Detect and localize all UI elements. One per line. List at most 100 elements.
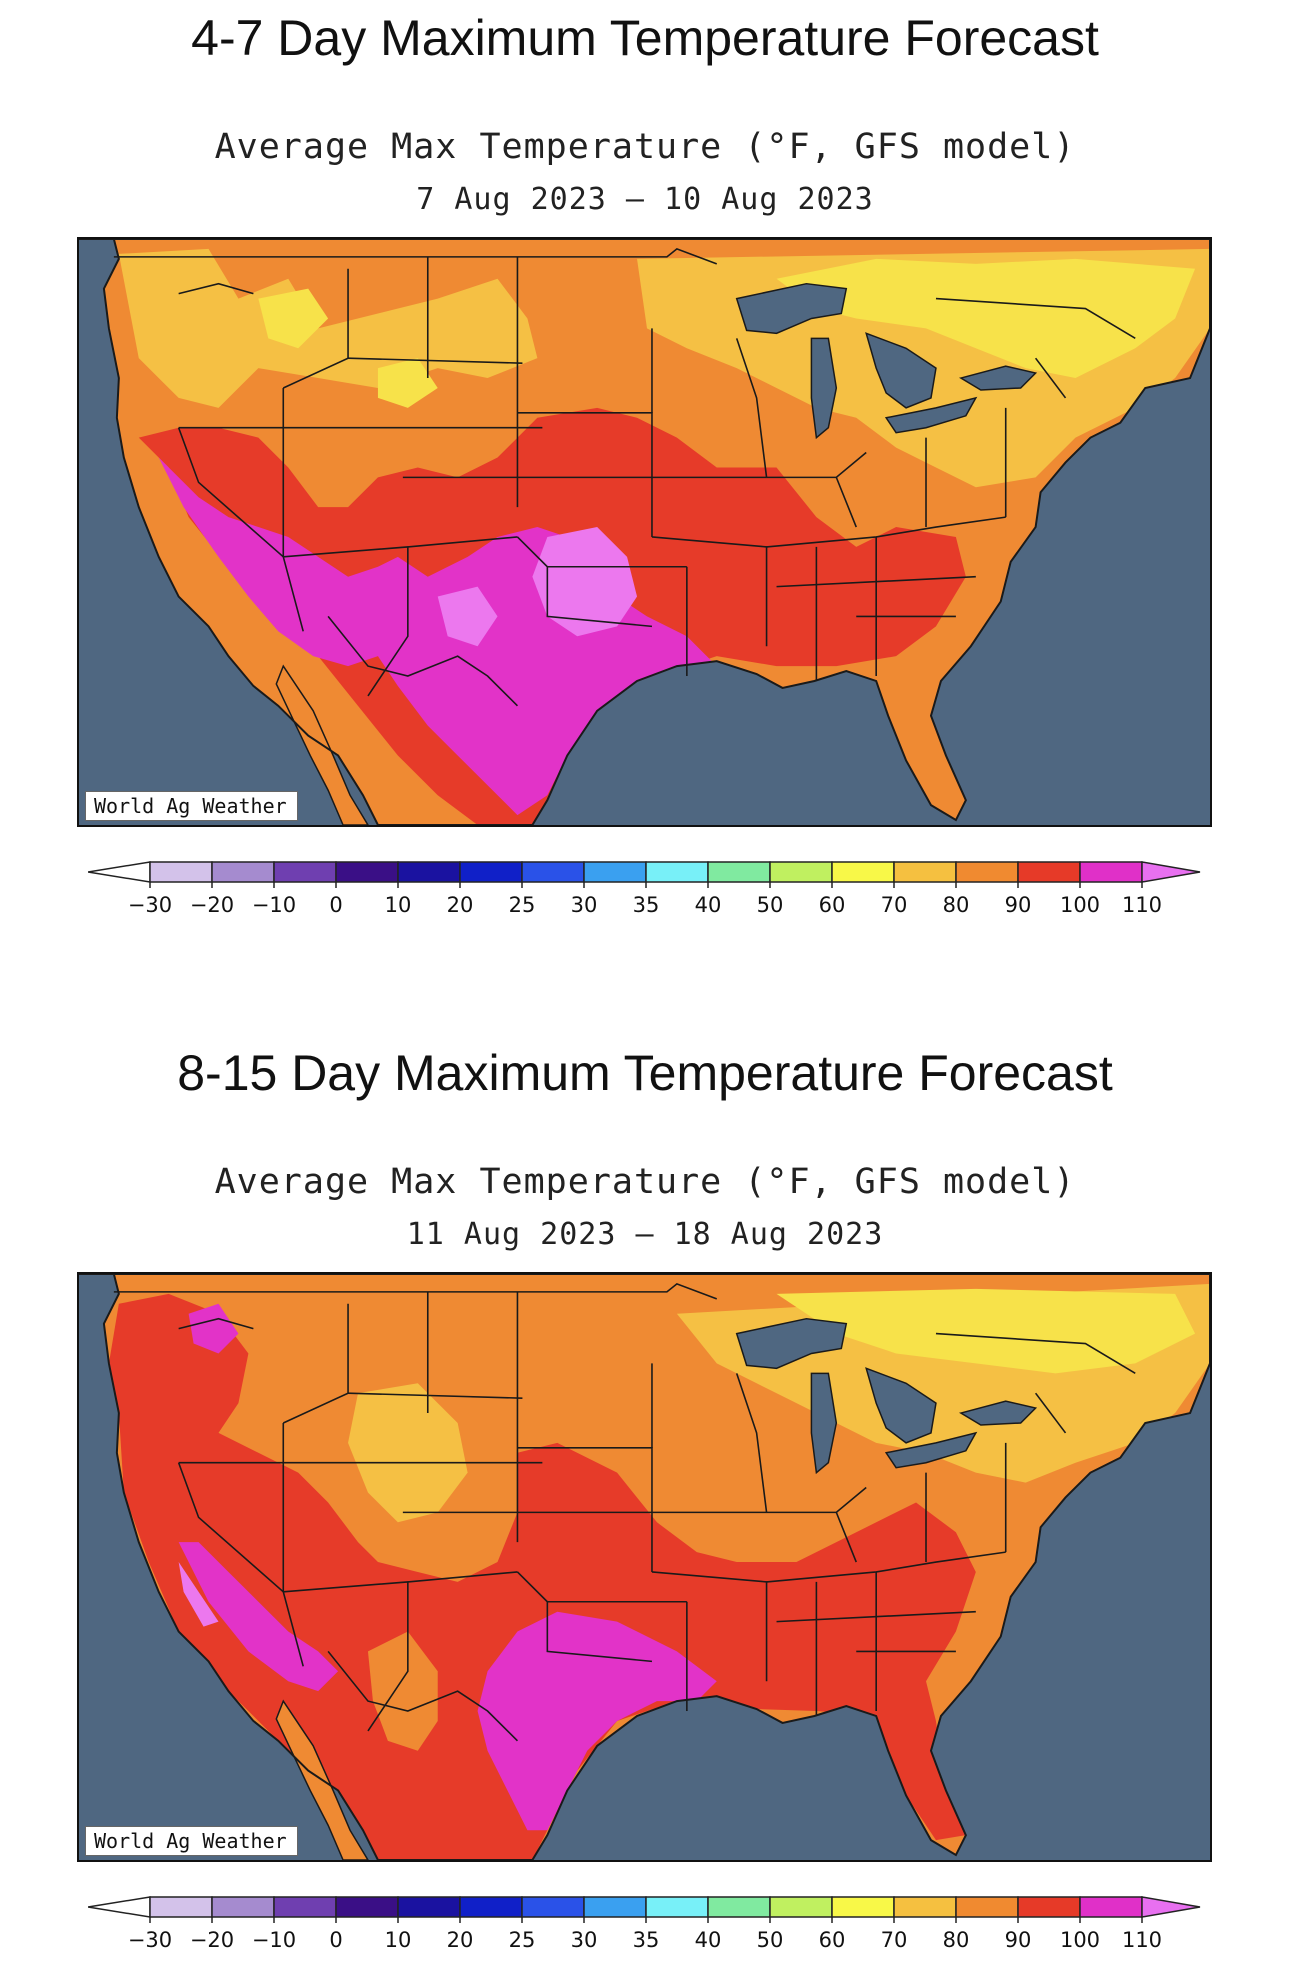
legend-tick-label: −30 <box>128 893 172 917</box>
map-dates-long-range: 11 Aug 2023 – 18 Aug 2023 <box>406 1217 884 1252</box>
legend-tick-label: 30 <box>571 893 598 917</box>
legend-tick-label: −30 <box>128 1928 172 1952</box>
map-title-long-range: Average Max Temperature (°F, GFS model) <box>214 1162 1076 1202</box>
state-boundary <box>282 1303 349 1424</box>
legend-swatch <box>459 861 523 883</box>
state-boundary <box>348 357 523 364</box>
legend-tick-label: 10 <box>385 893 412 917</box>
state-boundary <box>735 1373 768 1513</box>
map-credit-label: World Ag Weather <box>85 1826 298 1856</box>
legend-swatch <box>335 861 399 883</box>
legend-swatch <box>583 861 647 883</box>
legend-tick-label: 90 <box>1005 1928 1032 1952</box>
legend-swatch <box>88 861 151 883</box>
legend-tick-label: 10 <box>385 1928 412 1952</box>
coastline <box>79 1274 1210 1860</box>
color-legend-long-range: −30 −20 −10 0 10 20 25 30 35 40 50 60 70 80 90 100 110 <box>88 1885 1208 1965</box>
legend-swatch <box>831 861 895 883</box>
legend-swatch <box>1141 1896 1201 1918</box>
coastline <box>79 239 1210 825</box>
temperature-zone <box>348 1383 468 1523</box>
section-title-long-range: 8-15 Day Maximum Temperature Forecast <box>177 1045 1113 1101</box>
legend-tick-label: −20 <box>190 1928 234 1952</box>
legend-swatch <box>397 1896 461 1918</box>
legend-tick-label: −10 <box>252 1928 296 1952</box>
state-boundary <box>835 1512 857 1563</box>
legend-swatch <box>1141 861 1201 883</box>
temperature-zone <box>178 1562 219 1627</box>
legend-tick-label: −10 <box>252 893 296 917</box>
great-lake <box>865 1367 937 1444</box>
legend-tick-label: 100 <box>1060 1928 1100 1952</box>
legend-tick-label: 90 <box>1005 893 1032 917</box>
state-boundary <box>178 1317 254 1330</box>
state-boundary <box>776 1610 976 1623</box>
legend-swatch <box>1079 861 1143 883</box>
legend-tick-label: 20 <box>447 1928 474 1952</box>
temperature-zone <box>532 527 638 637</box>
legend-swatch <box>645 861 709 883</box>
legend-tick-label: 0 <box>329 893 342 917</box>
legend-swatch <box>521 861 585 883</box>
state-boundary <box>327 1650 519 1742</box>
temperature-zone <box>437 586 498 647</box>
state-boundary <box>935 1332 1136 1375</box>
great-lake <box>735 282 848 335</box>
great-lake <box>810 337 838 440</box>
section-title-short-range: 4-7 Day Maximum Temperature Forecast <box>191 10 1099 66</box>
state-boundary <box>766 1551 1006 1583</box>
legend-swatch <box>583 1896 647 1918</box>
legend-tick-label: 100 <box>1060 893 1100 917</box>
temperature-zone <box>118 248 538 408</box>
map-svg <box>79 239 1210 825</box>
legend-tick-label: −20 <box>190 893 234 917</box>
state-boundary <box>178 282 254 295</box>
legend-tick-label: 50 <box>757 893 784 917</box>
legend-swatch <box>149 861 213 883</box>
state-boundary <box>177 427 304 632</box>
state-boundary <box>407 536 518 548</box>
great-lake <box>884 396 978 434</box>
legend-tick-label: 70 <box>881 893 908 917</box>
state-boundary <box>283 546 409 697</box>
state-boundary <box>516 536 653 628</box>
state-boundary <box>113 248 718 265</box>
temperature-zone <box>188 1303 239 1354</box>
state-boundary <box>282 268 349 389</box>
legend-swatch <box>459 1896 523 1918</box>
map-svg <box>79 1274 1210 1860</box>
legend-swatch <box>397 861 461 883</box>
legend-swatch <box>1079 1896 1143 1918</box>
legend-swatch <box>769 861 833 883</box>
state-boundary <box>517 412 653 537</box>
temperature-zone <box>258 288 329 349</box>
legend-swatch <box>273 1896 337 1918</box>
temperature-map-long-range: World Ag Weather <box>77 1272 1212 1862</box>
great-lake <box>735 1317 848 1370</box>
great-lake <box>958 1400 1038 1426</box>
state-boundary <box>327 615 519 707</box>
legend-tick-label: 60 <box>819 893 846 917</box>
legend-tick-label: 25 <box>509 893 536 917</box>
state-boundary <box>177 1462 304 1667</box>
legend-tick-label: 50 <box>757 1928 784 1952</box>
legend-swatch <box>211 1896 275 1918</box>
legend-swatch <box>831 1896 895 1918</box>
great-lake <box>884 1431 978 1469</box>
temperature-zone <box>776 1288 1196 1374</box>
legend-swatch <box>149 1896 213 1918</box>
legend-swatch <box>893 1896 957 1918</box>
state-boundary <box>1034 357 1067 399</box>
legend-swatch <box>955 861 1019 883</box>
legend-swatch <box>335 1896 399 1918</box>
legend-tick-label: 60 <box>819 1928 846 1952</box>
state-boundary <box>776 575 976 588</box>
state-boundary <box>835 477 857 528</box>
temperature-zone <box>477 1611 717 1831</box>
legend-tick-label: 40 <box>695 1928 722 1952</box>
state-boundary <box>1034 1392 1067 1434</box>
state-boundary <box>113 1283 718 1300</box>
legend-swatch <box>521 1896 585 1918</box>
state-boundary <box>735 338 768 478</box>
legend-tick-label: 110 <box>1122 1928 1162 1952</box>
